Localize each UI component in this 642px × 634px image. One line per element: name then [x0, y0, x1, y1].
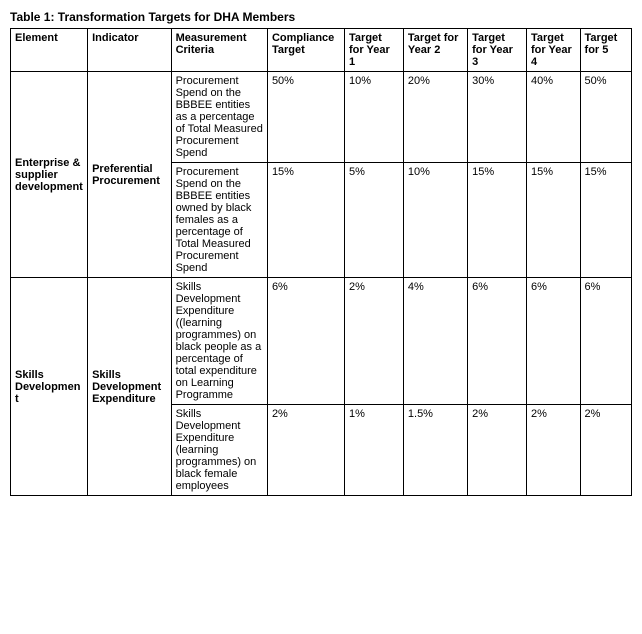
cell-year2: 4% — [403, 278, 467, 405]
cell-year3: 6% — [468, 278, 527, 405]
col-year1: Target for Year 1 — [345, 29, 404, 72]
col-year5: Target for 5 — [580, 29, 631, 72]
cell-indicator: Preferential Procurement — [88, 72, 172, 278]
table-title: Table 1: Transformation Targets for DHA … — [10, 10, 632, 24]
cell-year2: 10% — [403, 163, 467, 278]
cell-year5: 50% — [580, 72, 631, 163]
cell-criteria: Skills Development Expenditure ((learnin… — [171, 278, 267, 405]
table-body: Enterprise & supplier developmentPrefere… — [11, 72, 632, 496]
cell-compliance: 2% — [267, 405, 344, 496]
cell-element: Enterprise & supplier development — [11, 72, 88, 278]
cell-year1: 2% — [345, 278, 404, 405]
cell-criteria: Procurement Spend on the BBBEE entities … — [171, 163, 267, 278]
cell-year4: 40% — [527, 72, 581, 163]
cell-criteria: Skills Development Expenditure (learning… — [171, 405, 267, 496]
cell-year4: 6% — [527, 278, 581, 405]
col-year2: Target for Year 2 — [403, 29, 467, 72]
cell-year3: 30% — [468, 72, 527, 163]
col-year3: Target for Year 3 — [468, 29, 527, 72]
cell-year1: 5% — [345, 163, 404, 278]
col-element: Element — [11, 29, 88, 72]
cell-compliance: 15% — [267, 163, 344, 278]
cell-year5: 15% — [580, 163, 631, 278]
cell-year4: 2% — [527, 405, 581, 496]
cell-compliance: 50% — [267, 72, 344, 163]
cell-year3: 15% — [468, 163, 527, 278]
cell-year5: 6% — [580, 278, 631, 405]
col-year4: Target for Year 4 — [527, 29, 581, 72]
table-row: Enterprise & supplier developmentPrefere… — [11, 72, 632, 163]
cell-compliance: 6% — [267, 278, 344, 405]
cell-element: Skills Development — [11, 278, 88, 496]
col-indicator: Indicator — [88, 29, 172, 72]
cell-year5: 2% — [580, 405, 631, 496]
col-compliance: Compliance Target — [267, 29, 344, 72]
cell-criteria: Procurement Spend on the BBBEE entities … — [171, 72, 267, 163]
cell-year1: 1% — [345, 405, 404, 496]
cell-year2: 1.5% — [403, 405, 467, 496]
cell-indicator: Skills Development Expenditure — [88, 278, 172, 496]
cell-year3: 2% — [468, 405, 527, 496]
table-header-row: Element Indicator Measurement Criteria C… — [11, 29, 632, 72]
targets-table: Element Indicator Measurement Criteria C… — [10, 28, 632, 496]
col-criteria: Measurement Criteria — [171, 29, 267, 72]
table-row: Skills DevelopmentSkills Development Exp… — [11, 278, 632, 405]
cell-year2: 20% — [403, 72, 467, 163]
cell-year4: 15% — [527, 163, 581, 278]
cell-year1: 10% — [345, 72, 404, 163]
